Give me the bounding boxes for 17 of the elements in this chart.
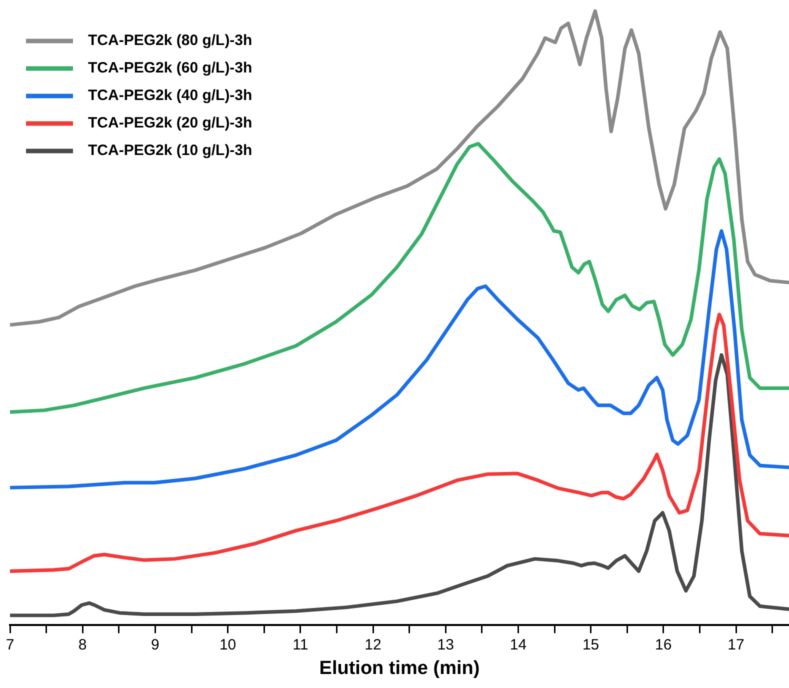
x-tick-label: 12 bbox=[364, 636, 382, 654]
legend-label: TCA-PEG2k (10 g/L)-3h bbox=[88, 142, 252, 160]
x-tick-label: 9 bbox=[151, 636, 160, 654]
x-tick-label: 11 bbox=[292, 636, 308, 654]
x-tick-label: 15 bbox=[582, 636, 600, 654]
x-tick-label: 8 bbox=[78, 636, 87, 654]
x-tick-label: 10 bbox=[219, 636, 236, 654]
x-tick-label: 13 bbox=[437, 636, 454, 654]
legend-label: TCA-PEG2k (40 g/L)-3h bbox=[88, 87, 252, 104]
legend-label: TCA-PEG2k (60 g/L)-3h bbox=[88, 60, 252, 77]
x-tick-label: 16 bbox=[655, 636, 672, 654]
legend-label: TCA-PEG2k (20 g/L)-3h bbox=[88, 114, 252, 132]
x-axis-title: Elution time (min) bbox=[319, 658, 480, 679]
x-tick-label: 7 bbox=[6, 636, 14, 654]
x-tick-label: 14 bbox=[510, 636, 527, 654]
legend-label: TCA-PEG2k (80 g/L)-3h bbox=[88, 32, 252, 50]
x-tick-label: 17 bbox=[728, 636, 744, 654]
